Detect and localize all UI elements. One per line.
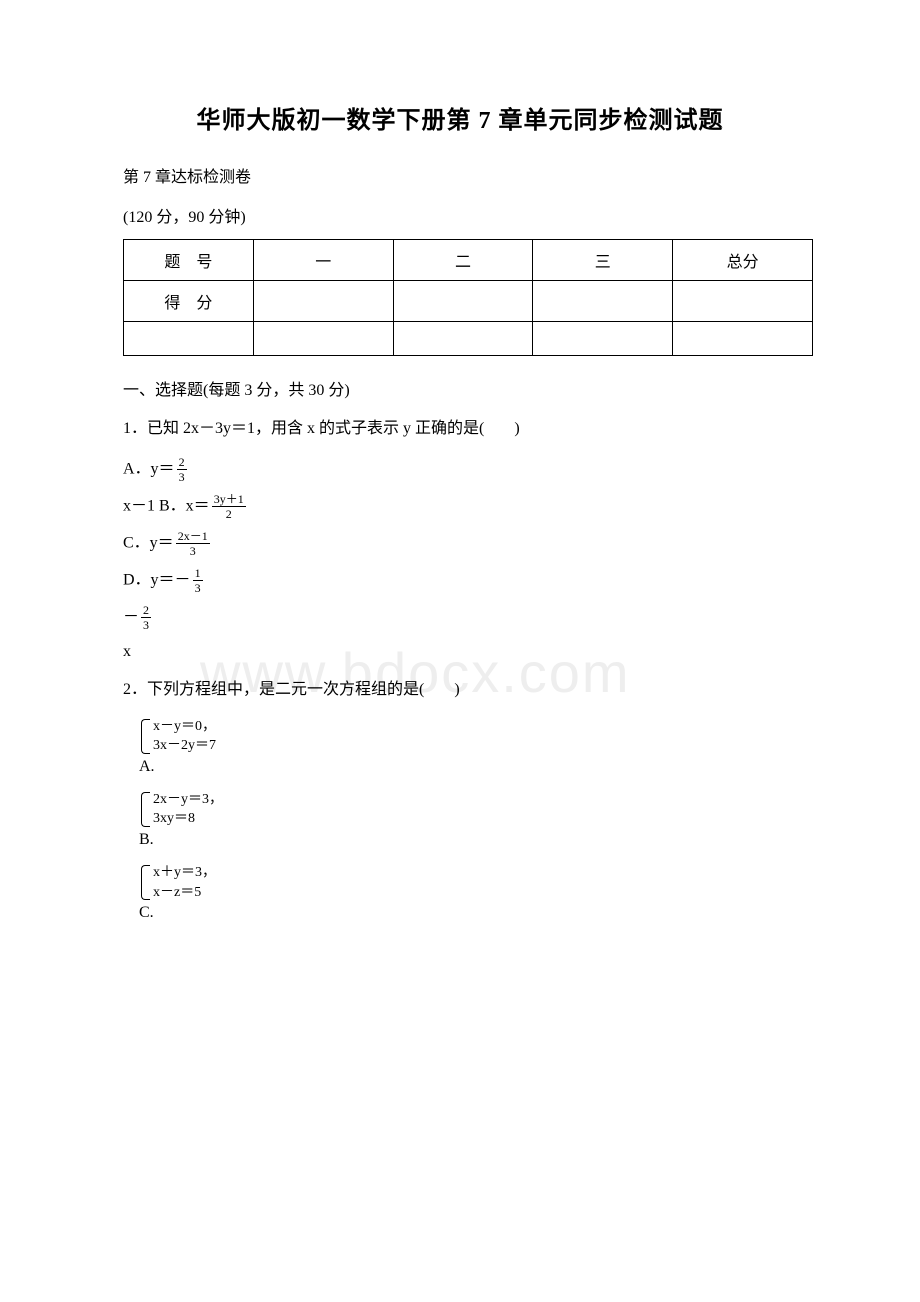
q2-option-b: 2x－y＝3， 3xy＝8 B.: [139, 790, 825, 849]
cell: [253, 281, 393, 322]
q2-option-c: x＋y＝3， x－z＝5 C.: [139, 863, 825, 922]
table-row: [124, 322, 813, 356]
table-row: 得分: [124, 281, 813, 322]
cell: [673, 322, 813, 356]
fraction-den: 2: [212, 507, 246, 520]
option-prefix: －: [123, 608, 139, 625]
subtitle: 第 7 章达标检测卷: [123, 163, 825, 187]
exam-info: (120 分，90 分钟): [123, 203, 825, 227]
fraction: 23: [141, 604, 151, 631]
section-heading: 一、选择题(每题 3 分，共 30 分): [123, 376, 825, 400]
fraction-den: 3: [177, 470, 187, 483]
cell-label: 题号: [124, 240, 254, 281]
equation-system: x＋y＝3， x－z＝5: [139, 863, 216, 902]
fraction: 23: [177, 456, 187, 483]
option-label: B.: [139, 831, 825, 849]
equation-system: 2x－y＝3， 3xy＝8: [139, 790, 223, 829]
q1-option-c: C．y＝2x－13: [123, 530, 825, 557]
eq-line: x＋y＝3，: [153, 863, 216, 883]
option-prefix: D．y＝－: [123, 571, 191, 588]
option-label: A.: [139, 758, 825, 776]
eq-line: 2x－y＝3，: [153, 790, 223, 810]
q2-option-a: x－y＝0， 3x－2y＝7 A.: [139, 717, 825, 776]
cell: [533, 322, 673, 356]
fraction: 13: [193, 567, 203, 594]
option-label: C.: [139, 904, 825, 922]
cell: [673, 281, 813, 322]
question-1: 1．已知 2x－3y＝1，用含 x 的式子表示 y 正确的是(): [123, 416, 825, 442]
q1-option-b: x－1 B．x＝3y＋12: [123, 493, 825, 520]
q2-text-end: ): [454, 681, 459, 698]
cell: [393, 322, 533, 356]
cell: [393, 281, 533, 322]
q1-text-end: ): [514, 420, 519, 437]
cell: [253, 322, 393, 356]
cell: 总分: [673, 240, 813, 281]
fraction-den: 3: [193, 581, 203, 594]
q2-text: 2．下列方程组中，是二元一次方程组的是(: [123, 681, 424, 698]
fraction: 2x－13: [176, 530, 210, 557]
cell: 一: [253, 240, 393, 281]
q1-text: 1．已知 2x－3y＝1，用含 x 的式子表示 y 正确的是(: [123, 420, 484, 437]
score-table: 题号 一 二 三 总分 得分: [123, 239, 813, 356]
q1-option-d: D．y＝－13: [123, 567, 825, 594]
cell: [533, 281, 673, 322]
fraction: 3y＋12: [212, 493, 246, 520]
q1-option-d-cont: －23: [123, 604, 825, 631]
fraction-num: 2: [177, 456, 187, 470]
q1-option-d-tail: x: [123, 641, 825, 663]
table-row: 题号 一 二 三 总分: [124, 240, 813, 281]
option-prefix: A．y＝: [123, 460, 175, 477]
fraction-den: 3: [141, 618, 151, 631]
equation-system: x－y＝0， 3x－2y＝7: [139, 717, 216, 756]
fraction-den: 3: [176, 544, 210, 557]
eq-line: x－y＝0，: [153, 717, 216, 737]
cell: 三: [533, 240, 673, 281]
fraction-num: 1: [193, 567, 203, 581]
cell: [124, 322, 254, 356]
q1-option-a: A．y＝23: [123, 456, 825, 483]
fraction-num: 3y＋1: [212, 493, 246, 507]
cell-label: 得分: [124, 281, 254, 322]
option-prefix: C．y＝: [123, 534, 174, 551]
page-title: 华师大版初一数学下册第 7 章单元同步检测试题: [95, 100, 825, 135]
eq-line: 3xy＝8: [153, 809, 223, 829]
eq-line: 3x－2y＝7: [153, 736, 216, 756]
cell: 二: [393, 240, 533, 281]
fraction-num: 2x－1: [176, 530, 210, 544]
option-prefix: x－1 B．x＝: [123, 497, 210, 514]
fraction-num: 2: [141, 604, 151, 618]
question-2: 2．下列方程组中，是二元一次方程组的是(): [123, 677, 825, 703]
document-content: 华师大版初一数学下册第 7 章单元同步检测试题 第 7 章达标检测卷 (120 …: [95, 100, 825, 922]
eq-line: x－z＝5: [153, 883, 216, 903]
